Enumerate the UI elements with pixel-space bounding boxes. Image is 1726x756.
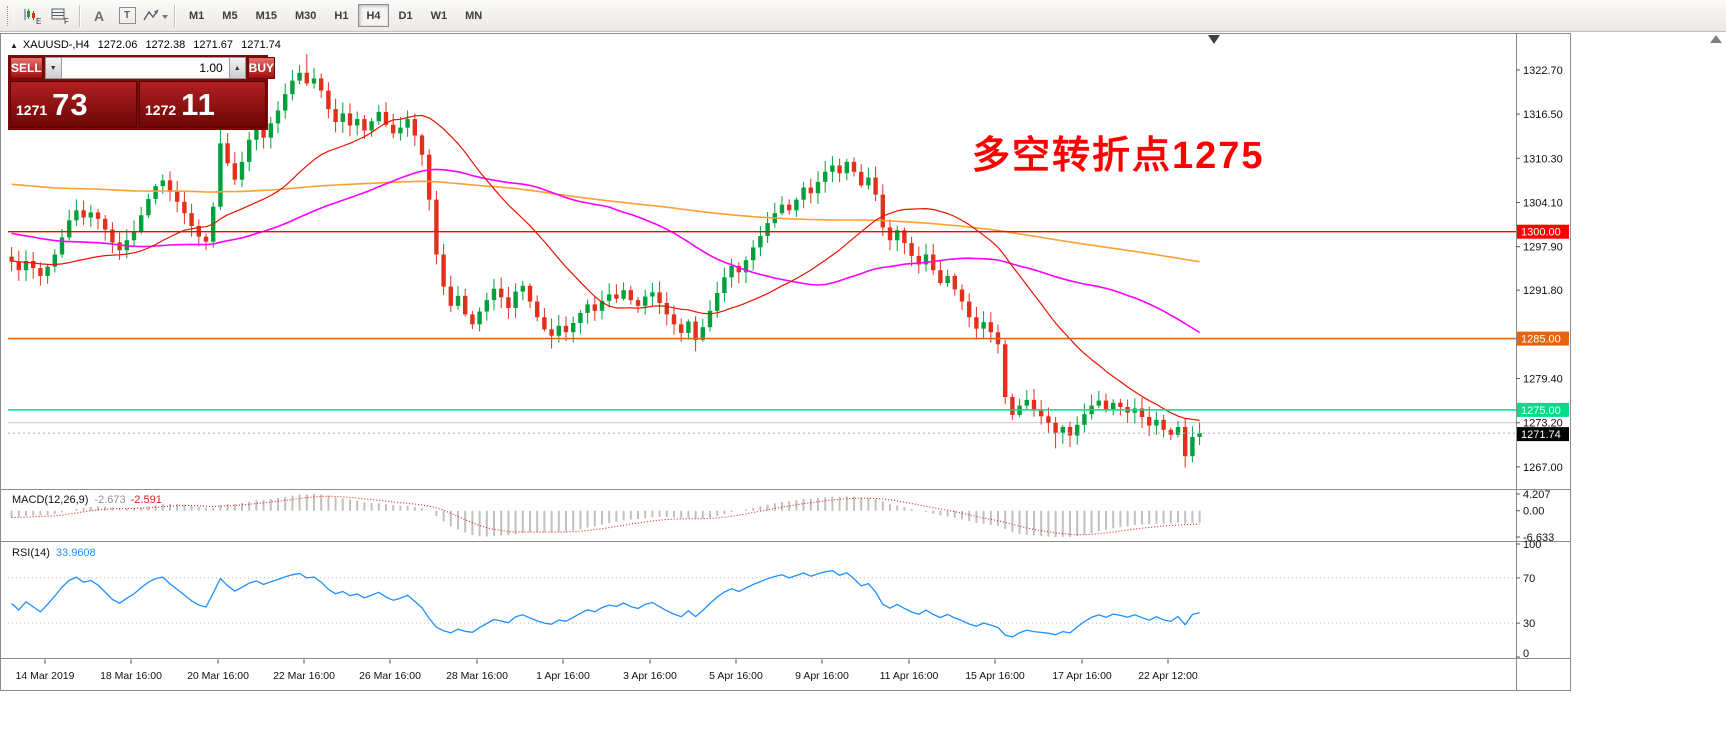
text-label-icon: A	[93, 7, 105, 24]
template-button[interactable]: T	[114, 4, 140, 28]
y-axis-label: 1316.50	[1523, 109, 1563, 121]
y-axis-label: 1322.70	[1523, 65, 1563, 77]
y-axis-label: 1310.30	[1523, 153, 1563, 165]
volume-increase-button[interactable]: ▲	[228, 57, 246, 79]
volume-decrease-button[interactable]: ▼	[44, 57, 62, 79]
scroll-up-icon[interactable]	[1710, 35, 1722, 43]
y-axis-label: 1267.00	[1523, 462, 1563, 474]
top-toolbar: E F A T M1 M5 M15 M30 H1 H4 D1 W1 MN	[0, 0, 1726, 32]
rsi-layer: RSI(14) 33.9608 100 70 30 0	[8, 539, 1541, 660]
date-label: 1 Apr 16:00	[536, 670, 590, 682]
timeframe-buttons: M1 M5 M15 M30 H1 H4 D1 W1 MN	[180, 4, 491, 27]
toolbar-grip[interactable]	[7, 5, 14, 26]
chart-shift-marker-icon[interactable]	[1208, 35, 1220, 44]
date-label: 22 Mar 16:00	[273, 670, 335, 682]
rsi-scale-label: 30	[1523, 618, 1535, 630]
cycle-lines-button[interactable]	[142, 4, 168, 28]
macd-layer: MACD(12,26,9) -2.673 -2.591 4.207 0.00 -6.633	[10, 489, 1554, 544]
candles-layer	[9, 54, 1202, 468]
ask-price-main: 1272	[145, 102, 177, 118]
ea-chart-icon: E	[24, 8, 41, 25]
rsi-label: RSI(14) 33.9608	[12, 547, 96, 559]
moving-averages-layer	[11, 114, 1201, 421]
bid-price-main: 1271	[16, 102, 48, 118]
price-badge: 1271.74	[1521, 429, 1561, 441]
date-label: 5 Apr 16:00	[709, 670, 763, 682]
y-axis-label: 1273.20	[1523, 418, 1563, 430]
date-label: 3 Apr 16:00	[623, 670, 677, 682]
date-label: 28 Mar 16:00	[446, 670, 508, 682]
y-axis-label: 1291.80	[1523, 285, 1563, 297]
ma-line-fast	[11, 114, 1200, 421]
ask-quote-box[interactable]: 1272 11	[139, 81, 266, 128]
y-axis-label: 1304.10	[1523, 197, 1563, 209]
timeframe-M30[interactable]: M30	[294, 9, 317, 22]
indicator-grid-icon: F	[51, 8, 69, 25]
ea-chart-button[interactable]: E	[19, 4, 45, 28]
bid-price-big: 73	[52, 86, 89, 122]
one-click-toggle-icon[interactable]: ▲	[10, 41, 18, 50]
price-badge: 1300.00	[1521, 227, 1561, 239]
bid-quote-box[interactable]: 1271 73	[10, 81, 137, 128]
date-label: 17 Apr 16:00	[1052, 670, 1112, 682]
panel-frames	[0, 33, 1571, 691]
ask-price-big: 11	[181, 86, 216, 122]
y-axis-label: 1297.90	[1523, 242, 1563, 254]
toolbar-separator	[79, 4, 80, 27]
timeframe-H4[interactable]: H4	[358, 4, 389, 27]
date-label: 26 Mar 16:00	[359, 670, 421, 682]
buy-button[interactable]: BUY	[247, 57, 276, 79]
rsi-scale-label: 70	[1523, 573, 1535, 585]
ma-line-slow	[11, 180, 1200, 263]
timeframe-M5[interactable]: M5	[222, 9, 238, 22]
bar-high-value: 1272.38	[145, 39, 186, 51]
timeframe-M15[interactable]: M15	[255, 9, 277, 22]
svg-text:F: F	[64, 17, 69, 25]
timeframe-H1[interactable]: H1	[334, 9, 349, 22]
cycle-lines-icon	[143, 9, 168, 20]
volume-input[interactable]	[61, 57, 229, 79]
date-label: 11 Apr 16:00	[880, 670, 939, 682]
price-badge: 1285.00	[1521, 334, 1561, 346]
date-label: 14 Mar 2019	[16, 670, 75, 682]
toolbar-separator	[174, 4, 175, 27]
timeframe-MN[interactable]: MN	[465, 9, 483, 22]
bar-close-value: 1271.74	[241, 39, 281, 51]
rsi-scale-label: 100	[1523, 539, 1541, 551]
y-axis-label: 1279.40	[1523, 374, 1563, 386]
date-label: 18 Mar 16:00	[100, 670, 162, 682]
macd-label: MACD(12,26,9) -2.673 -2.591	[12, 494, 162, 506]
timeframe-D1[interactable]: D1	[398, 9, 413, 22]
price-badge: 1275.00	[1521, 405, 1561, 417]
sell-button[interactable]: SELL	[10, 57, 43, 79]
rsi-line	[11, 569, 1200, 638]
text-label-button[interactable]: A	[86, 4, 112, 28]
chart-header: ▲ XAUUSD-,H4 1272.06 1272.38 1271.67 1271…	[10, 39, 286, 51]
date-label: 9 Apr 16:00	[795, 670, 849, 682]
rsi-scale-label: 0	[1523, 648, 1529, 660]
chart-annotation-text: 多空转折点1275	[972, 135, 1265, 177]
date-axis: 14 Mar 2019 18 Mar 16:00 20 Mar 16:00 22 Ma…	[16, 659, 1198, 682]
macd-signal-line	[11, 495, 1200, 536]
macd-scale-label: 4.207	[1523, 489, 1551, 501]
date-label: 20 Mar 16:00	[187, 670, 249, 682]
bar-open-value: 1272.06	[97, 39, 138, 51]
date-label: 15 Apr 16:00	[965, 670, 1025, 682]
horizontal-lines-layer	[8, 231, 1516, 434]
symbol-label: XAUUSD-,H4	[22, 39, 90, 51]
macd-scale-label: 0.00	[1523, 506, 1544, 518]
ma-line-mid	[11, 168, 1201, 334]
svg-text:E: E	[36, 17, 41, 25]
bar-low-value: 1271.67	[193, 39, 234, 51]
one-click-trade-panel: SELL ▼ ▲ BUY 1271 73 1272 11	[8, 55, 276, 130]
timeframe-M1[interactable]: M1	[189, 9, 205, 22]
indicator-grid-button[interactable]: F	[47, 4, 73, 28]
date-label: 22 Apr 12:00	[1138, 670, 1198, 682]
macd-scale-label: -6.633	[1523, 532, 1554, 544]
template-icon: T	[118, 7, 136, 24]
price-axis: 1322.70 1316.50 1310.30 1304.10 1297.90 1291.…	[1516, 65, 1569, 474]
timeframe-W1[interactable]: W1	[430, 9, 448, 22]
